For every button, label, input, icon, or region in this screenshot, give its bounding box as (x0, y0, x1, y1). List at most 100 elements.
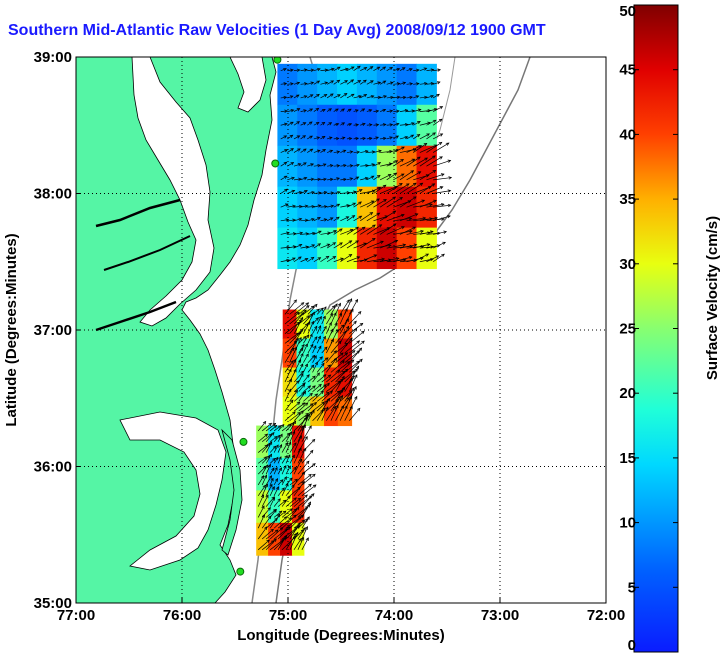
vector-head (325, 255, 330, 260)
vector-head (351, 350, 356, 354)
velocity-vector (261, 422, 272, 432)
velocity-vector (333, 216, 340, 222)
y-tick-label: 35:00 (34, 595, 72, 612)
vector-head (307, 385, 312, 389)
velocity-vector (298, 413, 309, 421)
velocity-vector (413, 157, 428, 167)
velocity-vector (432, 93, 440, 99)
vector-head (314, 325, 318, 330)
vector-head (283, 82, 288, 86)
vector-head (310, 256, 315, 261)
velocity-vector (293, 337, 302, 354)
vector-head (294, 389, 298, 394)
velocity-vector (320, 122, 325, 126)
vector-head (305, 302, 310, 306)
velocity-vector (277, 487, 285, 497)
velocity-vector (273, 528, 288, 540)
velocity-vector (399, 213, 418, 222)
velocity-vector (285, 422, 295, 432)
vector-head (443, 230, 448, 234)
vector-head (318, 191, 322, 195)
velocity-vector (346, 108, 352, 112)
velocity-vector (326, 380, 341, 392)
vector-head (292, 430, 296, 435)
velocity-vector (273, 516, 287, 529)
vector-head (302, 122, 307, 126)
vector-head (293, 466, 297, 471)
vector-head (326, 243, 331, 247)
velocity-vector (281, 508, 293, 518)
vector-head (276, 513, 281, 518)
vector-head (302, 527, 306, 531)
velocity-cell (280, 522, 293, 556)
velocity-vector (326, 350, 337, 363)
vector-head (334, 303, 338, 307)
vector-head (357, 65, 361, 69)
velocity-vector (320, 232, 331, 235)
vector-head (348, 122, 353, 127)
vector-head (373, 254, 378, 258)
velocity-vector (281, 536, 296, 551)
vector-head (375, 109, 380, 113)
velocity-vector (261, 515, 272, 529)
x-tick-label: 76:00 (163, 607, 201, 624)
vector-head (278, 456, 282, 460)
colorbar-gradient (633, 4, 679, 653)
vector-head (310, 177, 315, 181)
velocity-vector (339, 326, 349, 344)
velocity-vector (399, 148, 416, 153)
vector-head (401, 146, 405, 150)
velocity-vector (277, 467, 282, 475)
velocity-vector (289, 431, 295, 442)
velocity-vector (399, 109, 408, 112)
vector-head (401, 67, 406, 71)
velocity-vector (307, 385, 316, 392)
vector-head (306, 516, 310, 520)
colorbar-tick-label: 40 (619, 126, 636, 143)
x-tick-label: 72:00 (587, 607, 625, 624)
vector-head (399, 182, 403, 187)
vector-head (300, 373, 304, 377)
vector-head (316, 149, 321, 153)
velocity-vector (307, 257, 314, 263)
vector-head (309, 108, 314, 112)
velocity-vector (297, 495, 313, 507)
velocity-vector (289, 312, 305, 325)
vector-head (323, 325, 327, 330)
vector-head (293, 442, 297, 446)
velocity-vector (280, 188, 288, 194)
vector-head (318, 383, 322, 388)
vector-head (283, 95, 288, 100)
vector-head (311, 311, 315, 316)
velocity-vector (297, 483, 312, 497)
velocity-vector (340, 178, 347, 181)
vector-head (292, 358, 297, 363)
velocity-vector (281, 495, 291, 507)
vector-head (320, 307, 324, 312)
vector-head (311, 438, 316, 443)
velocity-vector (344, 298, 352, 315)
velocity-vector (406, 68, 413, 71)
velocity-vector (293, 94, 300, 99)
velocity-vector (349, 366, 359, 383)
velocity-vector (301, 526, 308, 540)
vector-head (277, 425, 282, 429)
velocity-vector (300, 162, 307, 167)
velocity-vector (320, 191, 327, 194)
vector-head (317, 204, 322, 208)
vector-head (302, 390, 307, 395)
velocity-vector (289, 380, 300, 392)
velocity-vector (313, 122, 320, 126)
vector-head (335, 136, 340, 141)
velocity-vector (386, 136, 393, 140)
vector-head (404, 109, 409, 113)
velocity-vector (289, 514, 304, 529)
vector-head (378, 149, 382, 153)
vector-head (423, 142, 428, 147)
velocity-vector (297, 460, 310, 475)
velocity-vector (287, 233, 296, 235)
velocity-vector (386, 67, 393, 71)
vector-head (376, 66, 381, 70)
colorbar-tick-label: 50 (619, 3, 636, 20)
vector-head (278, 467, 282, 471)
